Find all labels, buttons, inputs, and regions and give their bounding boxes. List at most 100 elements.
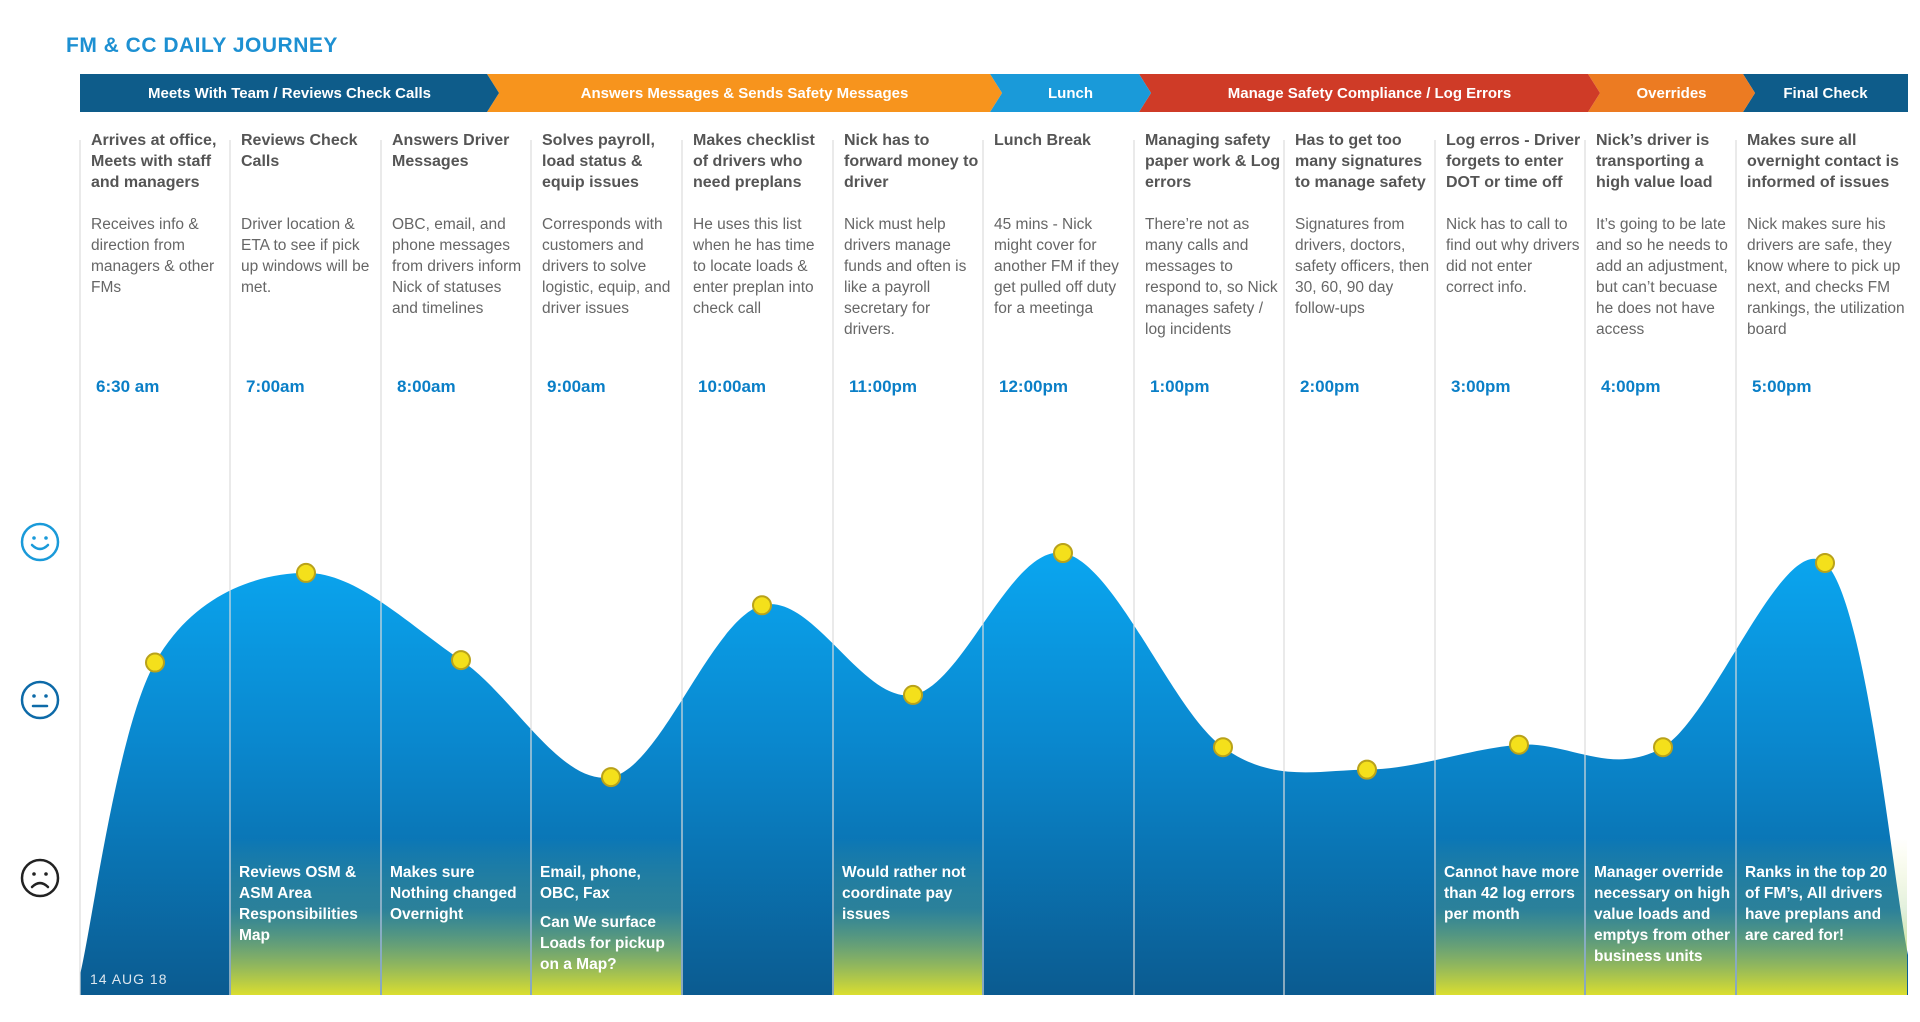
journey-step: Has to get too many signatures to manage… [1295,130,1432,396]
step-description: Signatures from drivers, doctors, safety… [1295,216,1430,317]
pain-point-note: Email, phone, OBC, Fax Can We surface Loa… [540,862,677,983]
neutral-face-icon [20,680,60,720]
journey-step: Lunch Break 45 mins - Nick might cover fo… [994,130,1131,396]
note-line: Cannot have more than 42 log errors per … [1444,864,1580,923]
phase-label: Overrides [1636,84,1707,102]
step-heading: Nick has to forward money to driver [844,132,979,191]
emotion-point [903,684,923,705]
emotion-point [601,767,621,788]
pain-point-note: Reviews OSM & ASM Area Responsibilities … [239,862,376,954]
note-highlight [382,838,530,995]
pain-point-note: Manager override necessary on high value… [1594,862,1731,975]
emotion-point [1815,552,1835,573]
step-time: 1:00pm [1150,377,1210,396]
note-line: Can We surface Loads for pickup on a Map… [540,914,665,973]
step-description: He uses this list when he has time to lo… [693,216,815,317]
step-time: 11:00pm [849,377,918,396]
step-description: Nick has to call to find out why drivers… [1446,216,1580,296]
step-description: Nick makes sure his drivers are safe, th… [1747,216,1905,338]
phase-4: Manage Safety Compliance / Log Errors [1139,74,1600,112]
step-time: 4:00pm [1601,377,1661,396]
phase-label: Answers Messages & Sends Safety Messages [580,84,909,102]
step-heading: Managing safety paper work & Log errors [1145,132,1281,191]
journey-step: Nick’s driver is transporting a high val… [1596,130,1733,396]
note-highlight [1436,838,1584,995]
step-heading: Makes sure all overnight contact is info… [1747,132,1900,191]
sad-face-icon [20,858,60,898]
phase-bar: Meets With Team / Reviews Check Calls Ans… [80,74,1908,112]
step-heading: Solves payroll, load status & equip issu… [542,132,655,191]
phase-1: Meets With Team / Reviews Check Calls [80,74,499,112]
emotion-point [145,652,165,673]
step-heading: Lunch Break [994,132,1091,149]
journey-step: Makes checklist of drivers who need prep… [693,130,830,396]
note-highlight [1586,838,1735,995]
note-line: Ranks in the top 20 of FM’s, All drivers… [1745,864,1888,944]
emotion-point [1509,734,1529,755]
step-time: 10:00am [698,377,767,396]
step-description: Receives info & direction from managers … [91,216,215,296]
note-line: Would rather not coordinate pay issues [842,864,966,923]
step-time: 9:00am [547,377,606,396]
emotion-point [752,595,772,616]
step-time: 8:00am [397,377,456,396]
page-title: FM & CC DAILY JOURNEY [66,34,338,57]
happy-face-icon [20,522,60,562]
emotion-point [296,562,316,583]
phase-2: Answers Messages & Sends Safety Messages [487,74,1002,112]
pain-point-note: Cannot have more than 42 log errors per … [1444,862,1580,933]
phase-label: Meets With Team / Reviews Check Calls [147,84,432,102]
note-highlight [532,838,681,995]
pain-point-note: Ranks in the top 20 of FM’s, All drivers… [1745,862,1903,954]
step-heading: Has to get too many signatures to manage… [1295,132,1426,191]
step-description: OBC, email, and phone messages from driv… [392,216,522,317]
note-line: Makes sure Nothing changed Overnight [390,864,517,923]
journey-step: Log erros - Driver forgets to enter DOT … [1446,130,1582,396]
step-heading: Answers Driver Messages [392,132,510,170]
step-time: 5:00pm [1752,377,1812,396]
step-heading: Arrives at office, Meets with staff and … [91,132,217,191]
journey-step: Arrives at office, Meets with staff and … [91,130,227,396]
step-heading: Makes checklist of drivers who need prep… [693,132,815,191]
phase-label: Lunch [1048,84,1093,102]
step-heading: Log erros - Driver forgets to enter DOT … [1446,132,1581,191]
note-highlight [834,838,982,995]
journey-step: Reviews Check Calls Driver location & ETA… [241,130,378,396]
phase-3: Lunch [990,74,1151,112]
phase-5: Overrides [1588,74,1755,112]
journey-step: Makes sure all overnight contact is info… [1747,130,1905,396]
step-time: 3:00pm [1451,377,1511,396]
journey-date: 14 AUG 18 [90,971,168,987]
journey-step: Nick has to forward money to driver Nick … [844,130,980,396]
step-time: 7:00am [246,377,305,396]
step-description: Nick must help drivers manage funds and … [844,216,967,338]
journey-step: Managing safety paper work & Log errors T… [1145,130,1281,396]
step-description: It’s going to be late and so he needs to… [1596,216,1728,338]
step-description: There’re not as many calls and messages … [1145,216,1278,338]
step-description: 45 mins - Nick might cover for another F… [994,216,1119,317]
note-line: Email, phone, OBC, Fax [540,864,641,902]
pain-point-note: Makes sure Nothing changed Overnight [390,862,526,933]
pain-point-note: Would rather not coordinate pay issues [842,862,978,933]
emotion-point [1053,543,1073,563]
note-line: Manager override necessary on high value… [1594,864,1731,965]
phase-6: Final Check [1743,74,1908,112]
note-highlight [231,838,380,995]
step-time: 12:00pm [999,377,1068,396]
note-line: Reviews OSM & ASM Area Responsibilities … [239,864,358,944]
phase-label: Final Check [1783,84,1868,102]
step-description: Corresponds with customers and drivers t… [542,216,671,317]
step-description: Driver location & ETA to see if pick up … [241,216,370,296]
step-heading: Reviews Check Calls [241,132,358,170]
journey-step: Answers Driver Messages OBC, email, and p… [392,130,528,396]
emotion-point [1213,737,1233,758]
journey-step: Solves payroll, load status & equip issu… [542,130,679,396]
emotion-point [451,650,471,671]
emotion-point [1653,737,1673,758]
note-highlight [1737,838,1907,995]
emotion-point [1357,759,1377,780]
phase-label: Manage Safety Compliance / Log Errors [1227,84,1512,102]
step-time: 2:00pm [1300,377,1360,396]
step-time: 6:30 am [96,377,160,396]
